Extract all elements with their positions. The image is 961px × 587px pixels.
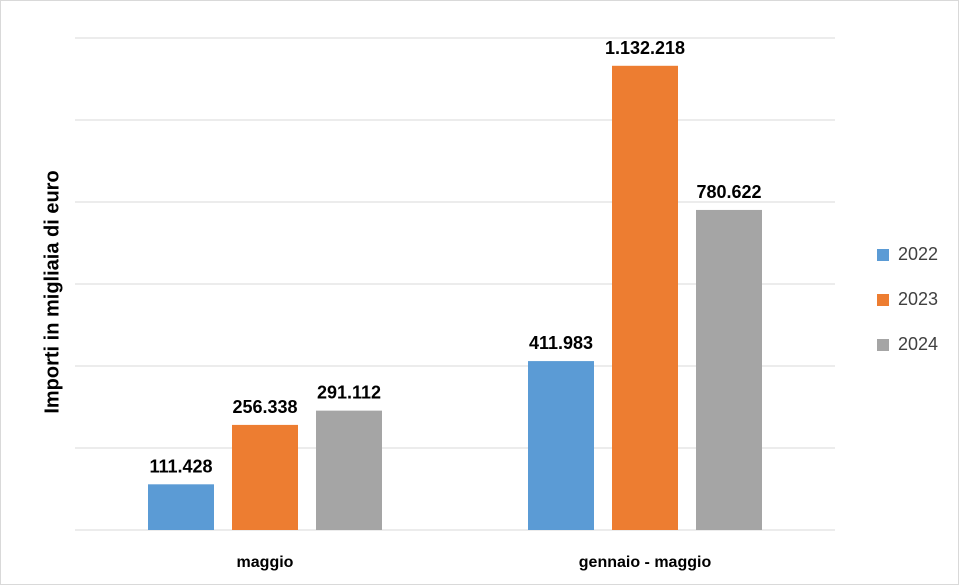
bar-2024-0	[316, 410, 382, 530]
legend: 2022 2023 2024	[877, 244, 938, 354]
data-label-2023-0: 256.338	[232, 397, 297, 417]
data-labels: 111.428 256.338 291.112 411.983 1.132.218 780…	[149, 38, 761, 477]
bar-2022-0	[148, 484, 214, 530]
data-label-2022-0: 111.428	[149, 456, 212, 476]
legend-swatch-2024	[877, 339, 889, 351]
bar-2022-1	[528, 361, 594, 530]
y-axis-label: Importi in migliaia di euro	[41, 170, 63, 413]
category-label: maggio	[237, 554, 294, 571]
data-label-2023-1: 1.132.218	[605, 38, 685, 58]
category-label: gennaio - maggio	[579, 554, 712, 571]
bar-2023-0	[232, 424, 298, 530]
bar-2024-1	[696, 209, 762, 530]
legend-swatch-2022	[877, 249, 889, 261]
legend-label-2024: 2024	[898, 334, 938, 354]
bar-2023-1	[612, 65, 678, 530]
data-label-2024-1: 780.622	[696, 182, 761, 202]
bars	[148, 65, 762, 530]
legend-label-2022: 2022	[898, 244, 938, 264]
legend-label-2023: 2023	[898, 289, 938, 309]
legend-swatch-2023	[877, 294, 889, 306]
data-label-2022-1: 411.983	[529, 333, 593, 353]
category-labels: maggio gennaio - maggio	[237, 554, 712, 571]
data-label-2024-0: 291.112	[317, 383, 381, 403]
